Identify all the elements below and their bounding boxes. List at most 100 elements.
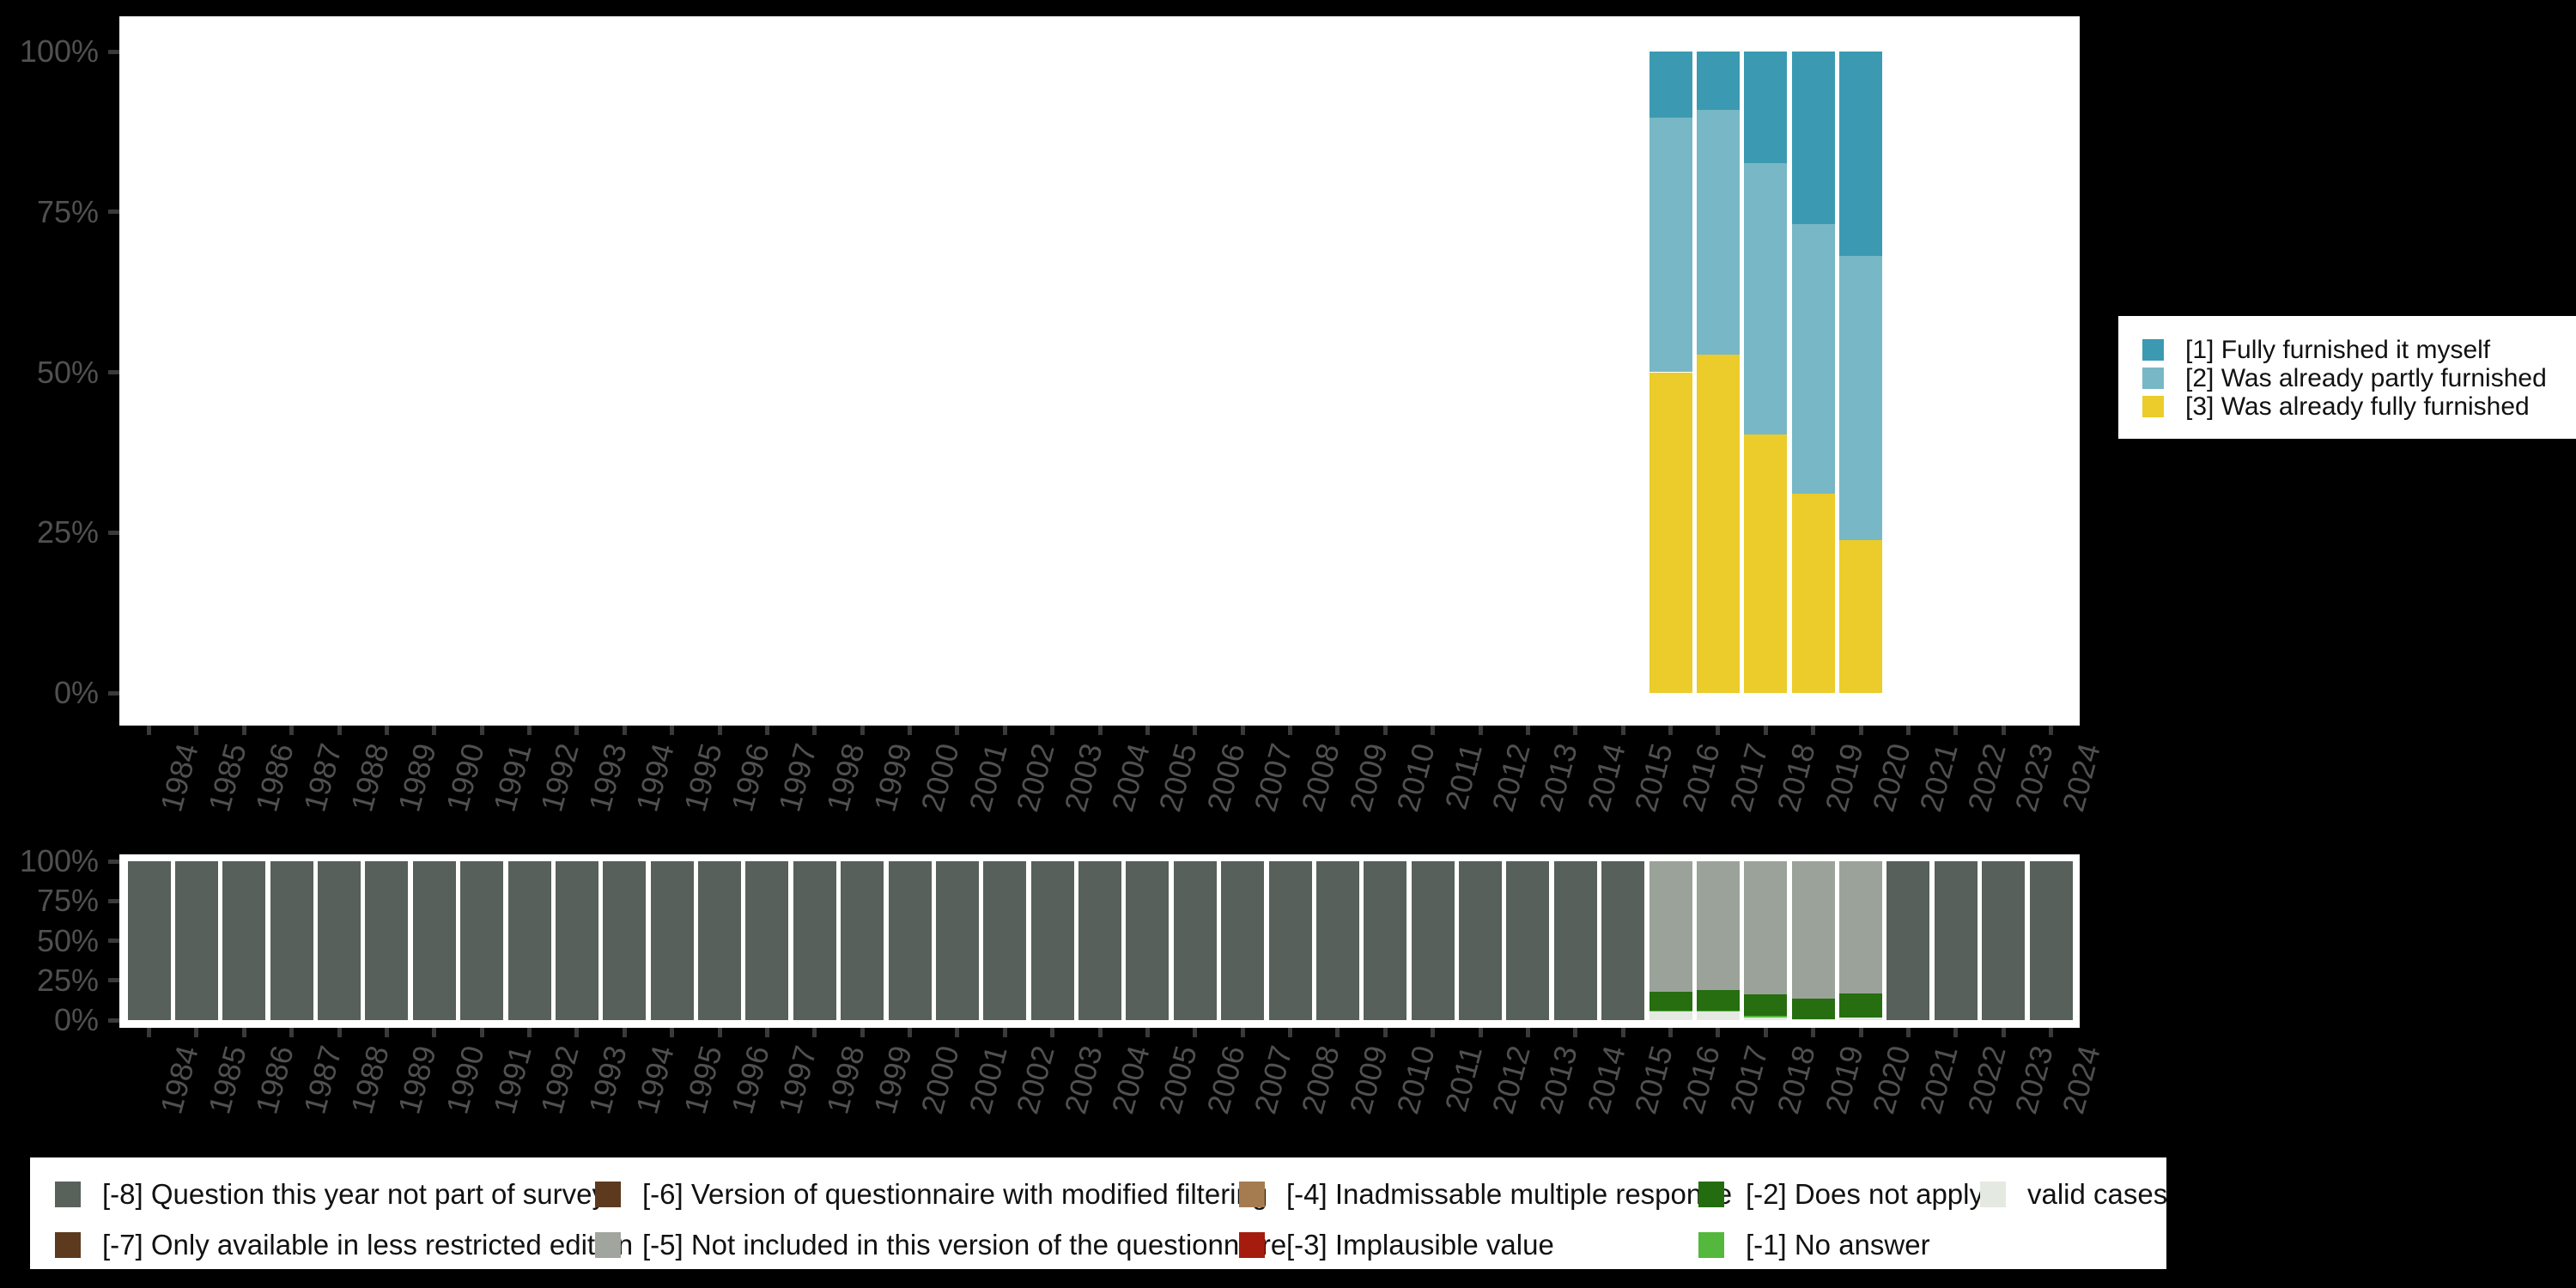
x-axis-tick bbox=[1811, 726, 1816, 735]
missing-bar-segment bbox=[1221, 861, 1265, 1020]
missing-bar-segment bbox=[1744, 861, 1788, 995]
x-axis-tick bbox=[479, 1028, 484, 1037]
top-bar-segment bbox=[1649, 52, 1692, 118]
x-axis-tick bbox=[1431, 726, 1436, 735]
x-axis-tick bbox=[574, 1028, 580, 1037]
percent-tick-label: 25% bbox=[36, 514, 99, 550]
x-axis-tick bbox=[527, 726, 532, 735]
top-bar-segment bbox=[1791, 223, 1835, 494]
year-tick-label: 1992 bbox=[533, 1042, 586, 1118]
missing-bar-segment bbox=[1839, 1018, 1882, 1020]
top-bar-segment bbox=[1696, 109, 1740, 355]
year-tick-label: 2015 bbox=[1627, 739, 1680, 816]
year-tick-label: 2004 bbox=[1104, 739, 1157, 816]
missing-bar-segment bbox=[365, 861, 409, 1020]
top-bar-segment bbox=[1791, 52, 1835, 224]
legend-swatch bbox=[1980, 1182, 2006, 1207]
missing-bar-segment bbox=[1268, 861, 1312, 1020]
x-axis-tick bbox=[1193, 726, 1198, 735]
x-axis-tick bbox=[1288, 726, 1292, 735]
year-tick-label: 2009 bbox=[1342, 1042, 1394, 1118]
legend-label: [1] Fully furnished it myself bbox=[2185, 335, 2491, 364]
missing-bar-segment bbox=[1078, 861, 1121, 1020]
top-bar-segment bbox=[1839, 255, 1882, 541]
top-bar-segment bbox=[1696, 354, 1740, 693]
legend-item: [2] Was already partly furnished bbox=[2142, 363, 2547, 392]
legend-swatch bbox=[2142, 396, 2164, 417]
y-axis-tick bbox=[108, 1018, 119, 1023]
year-tick-label: 1984 bbox=[153, 739, 206, 816]
x-axis-tick bbox=[384, 1028, 389, 1037]
year-tick-label: 2002 bbox=[1009, 739, 1061, 816]
x-axis-tick bbox=[955, 726, 960, 735]
year-tick-label: 2013 bbox=[1532, 739, 1585, 816]
legend-item: [-1] No answer bbox=[1698, 1229, 1930, 1261]
year-tick-label: 1985 bbox=[201, 739, 253, 816]
missing-bar-segment bbox=[1839, 993, 1882, 1018]
missing-bar-segment bbox=[555, 861, 598, 1020]
x-axis-tick bbox=[670, 1028, 675, 1037]
year-tick-label: 2005 bbox=[1151, 739, 1205, 816]
year-tick-label: 2012 bbox=[1485, 1042, 1537, 1118]
legend-swatch bbox=[55, 1232, 81, 1258]
percent-tick-label: 0% bbox=[53, 1002, 99, 1037]
year-tick-label: 2009 bbox=[1342, 739, 1394, 816]
missing-bar-segment bbox=[1601, 861, 1645, 1020]
legend-item: [3] Was already fully furnished bbox=[2142, 392, 2530, 421]
year-tick-label: 1987 bbox=[295, 1042, 349, 1118]
year-tick-label: 2018 bbox=[1770, 739, 1822, 816]
x-axis-tick bbox=[241, 1028, 246, 1037]
legend-label: [2] Was already partly furnished bbox=[2185, 363, 2547, 392]
x-axis-tick bbox=[955, 1028, 960, 1037]
x-axis-tick bbox=[1858, 1028, 1863, 1037]
legend-swatch bbox=[2142, 339, 2164, 361]
year-tick-label: 1995 bbox=[676, 1042, 729, 1118]
missing-bar-segment bbox=[1934, 861, 1978, 1020]
legend-swatch bbox=[1239, 1232, 1265, 1258]
year-tick-label: 2024 bbox=[2055, 739, 2108, 816]
missing-bar-segment bbox=[1411, 861, 1455, 1020]
missing-bar-segment bbox=[1315, 861, 1359, 1020]
year-tick-label: 2011 bbox=[1437, 739, 1490, 813]
y-axis-tick bbox=[108, 898, 119, 903]
top-bar-segment bbox=[1744, 162, 1788, 434]
missing-bar-segment bbox=[1030, 861, 1074, 1020]
year-tick-label: 1995 bbox=[676, 739, 729, 816]
missing-bar-segment bbox=[1791, 1019, 1835, 1020]
year-tick-label: 1985 bbox=[201, 1042, 253, 1118]
year-tick-label: 2000 bbox=[914, 1042, 967, 1118]
top-chart-legend: [1] Fully furnished it myself [2] Was alr… bbox=[2118, 316, 2576, 439]
x-axis-tick bbox=[384, 726, 389, 735]
missing-bar-segment bbox=[174, 861, 218, 1020]
top-bar-segment bbox=[1839, 540, 1882, 693]
missing-bar-segment bbox=[127, 861, 171, 1020]
x-axis-tick bbox=[1716, 726, 1721, 735]
missing-bar-segment bbox=[1553, 861, 1597, 1020]
x-axis-tick bbox=[1573, 1028, 1578, 1037]
year-tick-label: 2010 bbox=[1389, 739, 1442, 816]
legend-swatch bbox=[1239, 1182, 1265, 1207]
year-tick-label: 1996 bbox=[724, 739, 776, 816]
missing-bar-segment bbox=[412, 861, 456, 1020]
missing-bar-segment bbox=[1791, 861, 1835, 999]
legend-item: [-7] Only available in less restricted e… bbox=[55, 1229, 633, 1261]
year-tick-label: 2003 bbox=[1056, 1042, 1109, 1118]
x-axis-tick bbox=[1478, 726, 1483, 735]
x-axis-tick bbox=[1002, 1028, 1007, 1037]
year-tick-label: 1997 bbox=[771, 739, 824, 816]
year-tick-label: 2019 bbox=[1817, 1042, 1870, 1118]
x-axis-tick bbox=[479, 726, 484, 735]
year-tick-label: 1999 bbox=[866, 739, 919, 816]
x-axis-tick bbox=[1478, 1028, 1483, 1037]
year-tick-label: 2010 bbox=[1389, 1042, 1442, 1118]
year-tick-label: 2002 bbox=[1009, 1042, 1061, 1118]
legend-label: [-6] Version of questionnaire with modif… bbox=[642, 1178, 1268, 1210]
missing-bar-segment bbox=[1744, 994, 1788, 1016]
year-tick-label: 2021 bbox=[1912, 739, 1965, 816]
missing-bar-segment bbox=[841, 861, 884, 1020]
y-axis-tick bbox=[108, 690, 119, 696]
missing-values-legend: [-8] Question this year not part of surv… bbox=[30, 1157, 2167, 1269]
x-axis-tick bbox=[717, 726, 722, 735]
top-bar-segment bbox=[1791, 493, 1835, 693]
legend-item: [-2] Does not apply bbox=[1698, 1178, 1984, 1210]
